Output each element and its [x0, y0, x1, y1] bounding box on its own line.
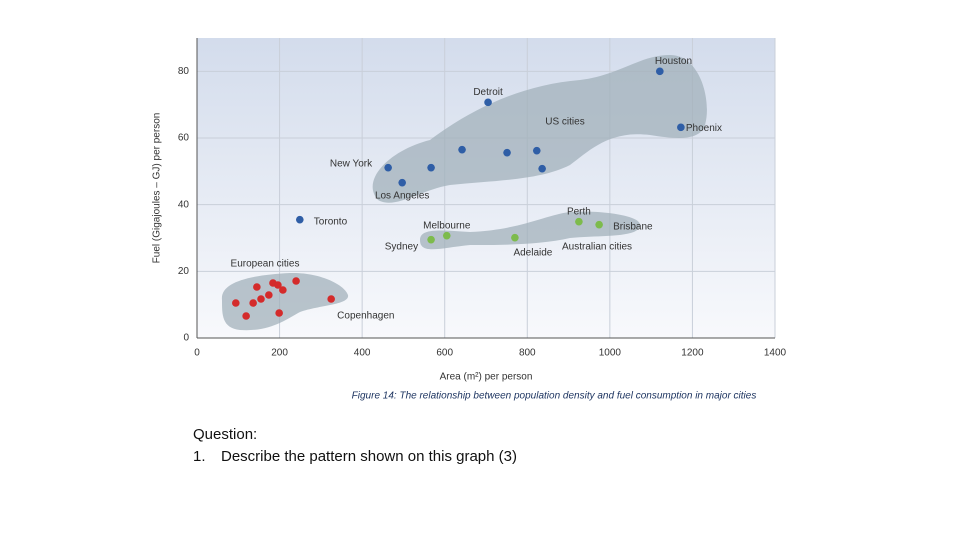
point — [595, 220, 603, 229]
point — [292, 277, 300, 285]
point — [656, 67, 664, 76]
point — [232, 299, 240, 307]
point-label: Houston — [655, 56, 692, 67]
y-tick-label: 80 — [178, 66, 190, 77]
point — [249, 299, 257, 307]
point — [427, 235, 435, 244]
question-heading: Question: — [193, 426, 257, 443]
point-label: Brisbane — [613, 221, 653, 232]
point — [274, 281, 282, 289]
point — [296, 215, 304, 224]
point — [511, 233, 519, 242]
y-tick-label: 0 — [183, 333, 189, 344]
point — [427, 163, 435, 172]
y-tick-label: 20 — [178, 266, 190, 277]
x-tick-label: 200 — [271, 348, 288, 359]
group-label: Australian cities — [562, 242, 632, 253]
x-tick-label: 800 — [519, 348, 536, 359]
x-tick-label: 1200 — [681, 348, 704, 359]
grid — [196, 38, 776, 339]
point-label: Perth — [567, 206, 591, 217]
x-tick-label: 1000 — [599, 348, 622, 359]
point — [442, 231, 451, 240]
point — [242, 312, 250, 320]
point-label: New York — [330, 158, 373, 169]
question-number: 1. — [193, 448, 206, 465]
point-label: Melbourne — [423, 220, 471, 231]
point — [398, 178, 406, 187]
x-tick-label: 600 — [436, 348, 453, 359]
group-label: US cities — [545, 117, 584, 128]
y-axis-title: Fuel (Gigajoules – GJ) per person — [152, 113, 163, 264]
point — [265, 291, 273, 299]
point — [538, 164, 546, 173]
point — [677, 123, 685, 132]
point — [327, 295, 335, 303]
question-text: Describe the pattern shown on this graph… — [221, 448, 517, 465]
group-label: European cities — [231, 259, 300, 270]
point-label: Toronto — [314, 216, 348, 227]
point-label: Los Angeles — [375, 190, 430, 201]
point-label: Copenhagen — [337, 311, 394, 322]
x-axis-title: Area (m²) per person — [440, 372, 533, 383]
us-cluster — [372, 55, 707, 203]
point — [384, 163, 392, 172]
point — [257, 295, 265, 303]
point — [279, 286, 287, 294]
figure-caption: Figure 14: The relationship between popu… — [352, 391, 757, 402]
point — [458, 145, 466, 154]
x-tick-label: 1400 — [764, 348, 787, 359]
point-label: Phoenix — [686, 123, 722, 134]
point-label: Adelaide — [513, 247, 552, 258]
x-tick-label: 0 — [194, 348, 200, 359]
y-tick-label: 40 — [178, 199, 190, 210]
point — [575, 217, 583, 226]
point-label: Detroit — [473, 87, 503, 98]
point — [484, 98, 492, 107]
point — [253, 283, 261, 291]
point — [503, 148, 511, 157]
point-label: Sydney — [385, 241, 418, 252]
y-tick-label: 60 — [178, 133, 190, 144]
point — [532, 146, 541, 155]
point — [275, 309, 283, 317]
australian-cluster — [420, 211, 640, 250]
x-tick-label: 400 — [354, 348, 371, 359]
